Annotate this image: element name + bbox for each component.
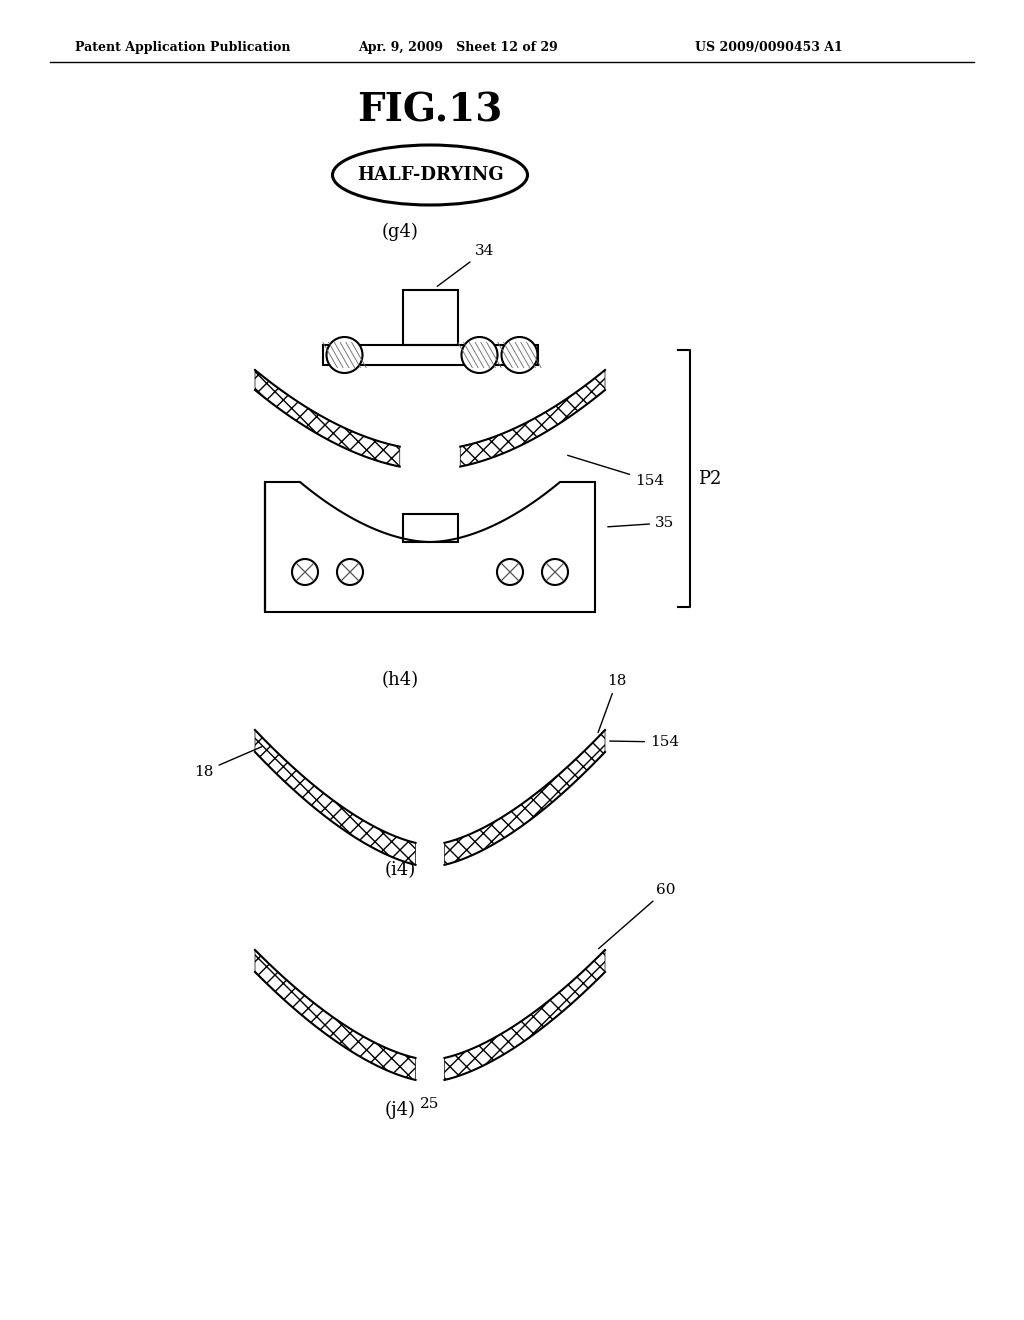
Circle shape bbox=[327, 337, 362, 374]
Text: P2: P2 bbox=[698, 470, 721, 487]
Circle shape bbox=[292, 558, 318, 585]
Text: (i4): (i4) bbox=[384, 861, 416, 879]
Text: (h4): (h4) bbox=[381, 671, 419, 689]
Text: 34: 34 bbox=[437, 244, 495, 286]
Polygon shape bbox=[444, 950, 605, 1080]
Text: 154: 154 bbox=[609, 735, 679, 748]
Text: (j4): (j4) bbox=[384, 1101, 416, 1119]
Polygon shape bbox=[444, 730, 605, 865]
Polygon shape bbox=[255, 370, 399, 466]
Circle shape bbox=[497, 558, 523, 585]
Text: HALF-DRYING: HALF-DRYING bbox=[356, 166, 504, 183]
Polygon shape bbox=[255, 950, 416, 1080]
Text: Apr. 9, 2009   Sheet 12 of 29: Apr. 9, 2009 Sheet 12 of 29 bbox=[358, 41, 558, 54]
Polygon shape bbox=[265, 482, 595, 612]
Text: (g4): (g4) bbox=[382, 223, 419, 242]
Text: 60: 60 bbox=[599, 883, 676, 949]
Text: 154: 154 bbox=[567, 455, 665, 487]
Text: 18: 18 bbox=[598, 675, 627, 733]
Text: 35: 35 bbox=[608, 516, 674, 531]
Circle shape bbox=[542, 558, 568, 585]
Circle shape bbox=[462, 337, 498, 374]
Polygon shape bbox=[255, 730, 416, 865]
Text: US 2009/0090453 A1: US 2009/0090453 A1 bbox=[695, 41, 843, 54]
Text: 18: 18 bbox=[195, 747, 262, 779]
Text: Patent Application Publication: Patent Application Publication bbox=[75, 41, 291, 54]
Text: FIG.13: FIG.13 bbox=[357, 91, 503, 129]
Circle shape bbox=[502, 337, 538, 374]
Text: 25: 25 bbox=[420, 1097, 439, 1111]
Polygon shape bbox=[460, 370, 605, 466]
Circle shape bbox=[337, 558, 362, 585]
